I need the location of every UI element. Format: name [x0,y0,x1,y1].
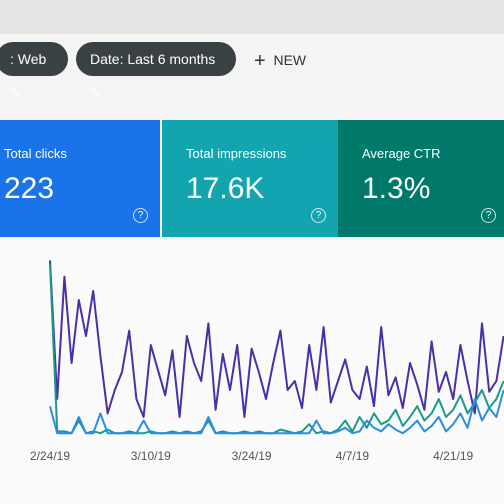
card-value: 17.6K [186,172,265,205]
card-label: Total impressions [186,146,287,161]
metric-card[interactable]: Total clicks 223 ? [0,120,160,237]
chip-label: : Web [10,51,47,67]
chip-label: Date: Last 6 months [90,51,216,67]
filter-chip[interactable]: : Web ✎ [0,42,68,101]
help-icon[interactable]: ? [481,208,496,223]
series-line [49,260,504,418]
x-tick-label: 3/10/19 [131,449,171,463]
help-icon[interactable]: ? [311,208,326,223]
x-tick-label: 3/24/19 [232,449,272,463]
chart-background [0,240,504,504]
metric-card[interactable]: Average CTR 1.3% ? [338,120,504,237]
card-label: Total clicks [4,146,67,161]
x-tick-label: 2/24/19 [30,449,70,463]
new-button[interactable]: + NEW [254,50,307,72]
card-label: Average CTR [362,146,441,161]
card-value: 223 [4,172,55,205]
top-bar [0,0,504,34]
new-label: NEW [273,52,307,68]
x-tick-label: 4/7/19 [336,449,370,463]
x-tick-label: 4/21/19 [433,449,473,463]
filter-chip[interactable]: Date: Last 6 months ✎ [76,42,236,101]
help-icon[interactable]: ? [133,208,148,223]
card-value: 1.3% [362,172,431,205]
series-line [49,389,504,435]
chart: 2/24/19 3/10/19 3/24/19 4/7/19 4/21/19 [0,240,504,504]
metric-card[interactable]: Total impressions 17.6K ? [162,120,338,237]
